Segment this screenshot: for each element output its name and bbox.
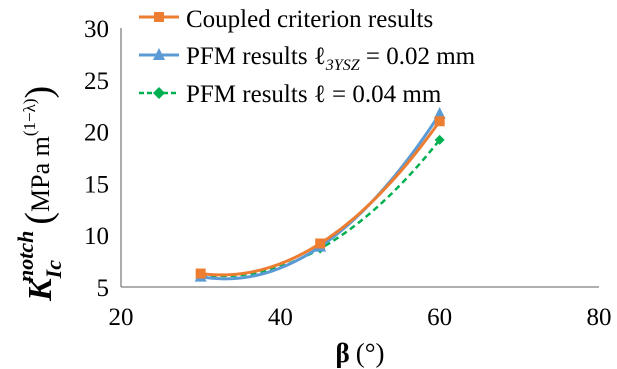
legend-label-pfm-3ysz-sub: 3YSZ	[325, 57, 361, 74]
y-axis-unit-exp: (1−λ)	[20, 98, 39, 136]
y-tick-label: 20	[84, 120, 109, 147]
x-axis-symbol: β	[335, 338, 349, 368]
x-tick-labels: 20 40 60 80	[109, 304, 612, 331]
y-tick-label: 15	[84, 171, 109, 198]
legend-entry-pfm-3ysz: PFM results ℓ3YSZ = 0.02 mm	[139, 43, 476, 74]
x-tick-label: 20	[109, 304, 134, 331]
legend: Coupled criterion results PFM results ℓ3…	[139, 6, 476, 108]
legend-marker-pfm-004	[153, 87, 165, 99]
data-point-series-2	[434, 134, 445, 145]
x-tick-label: 80	[587, 304, 612, 331]
x-tick-label: 40	[268, 304, 293, 331]
series-layer	[194, 106, 446, 282]
svg-text:KIcnotch(MPa m(1−λ)): KIcnotch (MPa m(1−λ))	[13, 86, 66, 302]
x-axis-title: β (°)	[335, 338, 384, 368]
y-tick-label: 10	[84, 223, 109, 250]
y-axis-title: KIcnotch (MPa m(1−λ))	[13, 86, 66, 302]
legend-label-pfm-3ysz: PFM results ℓ3YSZ = 0.02 mm	[186, 43, 476, 74]
data-point-series-0	[315, 238, 326, 249]
y-axis-close-paren: )	[18, 86, 60, 99]
y-tick-label: 5	[97, 275, 110, 302]
y-tick-label: 25	[84, 68, 109, 95]
y-axis-unit: MPa m	[26, 136, 55, 212]
legend-entry-pfm-004: PFM results ℓ = 0.04 mm	[139, 81, 442, 108]
y-axis-sup: notch	[13, 231, 38, 282]
legend-marker-pfm-3ysz	[153, 48, 165, 60]
y-axis-symbol: K	[22, 276, 59, 302]
legend-entry-coupled: Coupled criterion results	[139, 6, 433, 33]
legend-label-pfm-3ysz-rest: = 0.02 mm	[360, 43, 476, 70]
y-axis-sub: Ic	[41, 260, 66, 280]
x-tick-label: 60	[427, 304, 452, 331]
series-line-1	[200, 113, 441, 281]
series-line-2	[200, 139, 441, 278]
data-point-series-1	[433, 106, 446, 119]
legend-marker-coupled	[154, 12, 164, 22]
data-point-series-0	[434, 116, 445, 127]
legend-label-pfm-004: PFM results ℓ = 0.04 mm	[186, 81, 442, 108]
y-axis-open-paren: (	[18, 212, 60, 225]
legend-label-pfm-3ysz-main: PFM results ℓ	[186, 43, 326, 70]
x-axis-unit: (°)	[356, 338, 385, 368]
legend-label-coupled: Coupled criterion results	[186, 6, 433, 33]
data-point-series-0	[195, 268, 206, 279]
y-tick-labels: 5 10 15 20 25 30	[84, 16, 109, 302]
y-tick-label: 30	[84, 16, 109, 43]
